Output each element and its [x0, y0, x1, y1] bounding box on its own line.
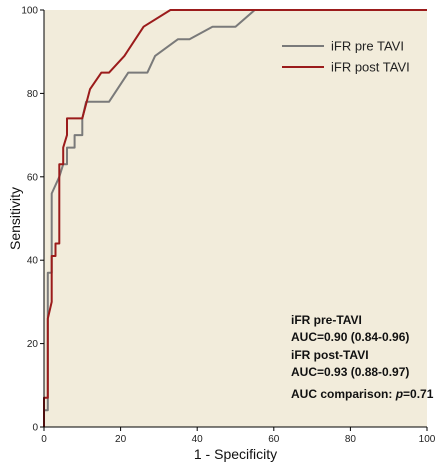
series-layer: [43, 9, 427, 427]
annotation-model-name: iFR post-TAVI: [291, 348, 369, 362]
legend: iFR pre TAVI iFR post TAVI: [282, 39, 410, 75]
annotation-box: iFR pre-TAVI AUC=0.90 (0.84-0.96) iFR post…: [291, 313, 434, 401]
y-tick-label: 60: [27, 172, 39, 183]
x-tick-label: 20: [115, 434, 127, 445]
series-line-ifr-post-tavi: [43, 9, 427, 427]
y-tick-label: 20: [27, 339, 39, 350]
y-axis-label: Sensitivity: [7, 187, 23, 250]
annotation-auc: AUC=0.90 (0.84-0.96): [291, 330, 409, 344]
x-tick-label: 40: [192, 434, 204, 445]
axes-layer: 0 20 40 60 80 100 0 20 40 60 80 100 1 - Specificity S…: [7, 6, 436, 463]
annotation-model-name: iFR pre-TAVI: [291, 313, 362, 327]
x-tick-label: 80: [345, 434, 357, 445]
legend-label: iFR pre TAVI: [331, 39, 404, 54]
x-tick-label: 100: [419, 434, 436, 445]
x-tick-label: 60: [268, 434, 280, 445]
y-tick-label: 80: [27, 89, 39, 100]
x-axis-label: 1 - Specificity: [194, 446, 277, 462]
annotation-comparison: AUC comparison: p=0.71: [291, 387, 434, 401]
annotation-auc: AUC=0.93 (0.88-0.97): [291, 365, 409, 379]
y-tick-label: 100: [21, 6, 38, 17]
legend-label: iFR post TAVI: [331, 60, 410, 75]
plot-area: [44, 10, 427, 427]
x-tick-label: 0: [41, 434, 47, 445]
y-tick-label: 0: [32, 423, 38, 434]
y-tick-label: 40: [27, 256, 39, 267]
